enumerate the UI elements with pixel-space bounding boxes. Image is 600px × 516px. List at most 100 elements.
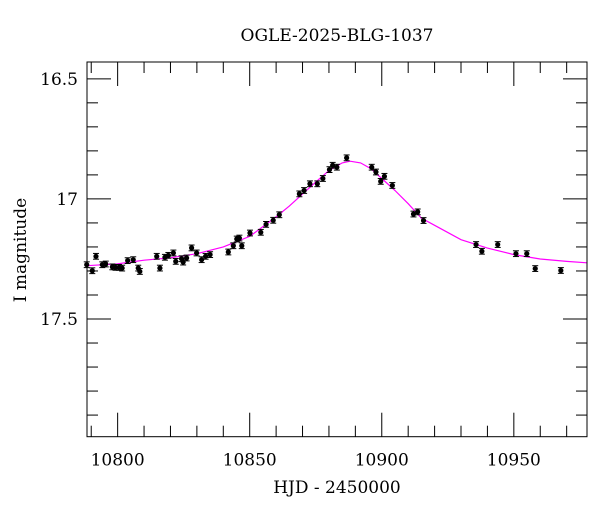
- data-point: [136, 268, 143, 275]
- y-tick-label: 16.5: [40, 70, 78, 90]
- point-marker: [532, 265, 538, 272]
- data-point: [414, 208, 421, 216]
- point-marker: [495, 241, 501, 248]
- data-point: [372, 168, 379, 176]
- data-point: [296, 190, 303, 198]
- model-curve: [86, 160, 588, 267]
- point-marker: [239, 243, 245, 249]
- data-point: [343, 154, 350, 162]
- point-marker: [301, 187, 307, 194]
- point-marker: [119, 265, 125, 271]
- point-marker: [369, 164, 375, 170]
- data-point: [512, 250, 519, 258]
- point-marker: [389, 182, 395, 189]
- data-point: [270, 216, 277, 224]
- data-point: [124, 257, 131, 265]
- point-marker: [410, 211, 417, 217]
- data-point: [389, 182, 396, 189]
- point-marker: [420, 217, 427, 224]
- data-point: [368, 163, 375, 171]
- point-marker: [154, 253, 160, 259]
- point-marker: [180, 259, 186, 265]
- point-marker: [225, 249, 231, 255]
- data-point: [130, 256, 137, 264]
- point-marker: [373, 169, 379, 175]
- point-marker: [415, 209, 421, 215]
- data-points: [83, 154, 564, 275]
- tick-labels: 10800 10850 10900 10950 16.5 17 17.5: [40, 70, 541, 471]
- data-point: [202, 252, 209, 260]
- data-point: [170, 249, 177, 257]
- data-point: [276, 211, 283, 219]
- data-point: [207, 251, 214, 259]
- point-marker: [344, 155, 350, 161]
- point-marker: [314, 181, 320, 187]
- x-tick-label: 10950: [487, 451, 541, 471]
- data-point: [188, 244, 195, 252]
- data-point: [238, 242, 245, 250]
- data-point: [183, 254, 190, 262]
- data-point: [225, 248, 232, 256]
- data-point: [92, 252, 99, 260]
- data-point: [102, 260, 109, 268]
- point-marker: [188, 245, 195, 251]
- point-marker: [157, 265, 163, 271]
- point-marker: [479, 248, 485, 254]
- data-point: [494, 241, 501, 248]
- y-tick-label: 17.5: [40, 310, 78, 330]
- point-marker: [307, 181, 313, 187]
- point-marker: [236, 235, 243, 241]
- point-marker: [558, 267, 564, 274]
- point-marker: [258, 229, 264, 235]
- data-point: [420, 217, 427, 224]
- data-point: [314, 180, 321, 188]
- axis-ticks: [87, 62, 587, 437]
- point-marker: [170, 250, 176, 256]
- point-marker: [381, 173, 388, 179]
- point-marker: [513, 251, 519, 257]
- point-marker: [125, 258, 131, 264]
- data-point: [172, 257, 179, 265]
- data-point: [257, 228, 264, 236]
- point-marker: [263, 221, 269, 227]
- point-marker: [320, 175, 326, 182]
- point-marker: [247, 230, 253, 236]
- point-marker: [199, 257, 205, 263]
- point-marker: [165, 252, 171, 258]
- point-marker: [137, 268, 143, 275]
- point-marker: [194, 250, 200, 256]
- data-point: [153, 252, 160, 260]
- plot-frame: [86, 61, 588, 438]
- data-point: [306, 180, 313, 188]
- data-point: [193, 249, 200, 257]
- data-point: [473, 241, 480, 248]
- data-point: [156, 264, 163, 272]
- data-point: [230, 242, 237, 250]
- data-point: [319, 175, 326, 182]
- y-axis-label: I magnitude: [11, 198, 31, 302]
- data-point: [198, 256, 205, 264]
- data-point: [557, 267, 564, 274]
- data-point: [478, 247, 485, 255]
- point-marker: [183, 255, 190, 261]
- point-marker: [230, 243, 236, 249]
- x-tick-label: 10800: [91, 451, 145, 471]
- point-marker: [93, 253, 99, 259]
- point-marker: [103, 261, 109, 267]
- point-marker: [173, 258, 179, 264]
- data-point: [263, 220, 270, 228]
- point-marker: [89, 268, 95, 274]
- point-marker: [473, 241, 479, 248]
- model-curve-group: [86, 160, 588, 267]
- point-marker: [202, 253, 209, 259]
- point-marker: [334, 164, 340, 170]
- point-marker: [524, 251, 530, 257]
- data-point: [523, 250, 530, 258]
- point-marker: [270, 217, 276, 223]
- data-point: [236, 234, 243, 242]
- point-marker: [130, 257, 136, 263]
- data-point: [333, 163, 340, 171]
- point-marker: [296, 191, 302, 197]
- data-point: [301, 187, 308, 194]
